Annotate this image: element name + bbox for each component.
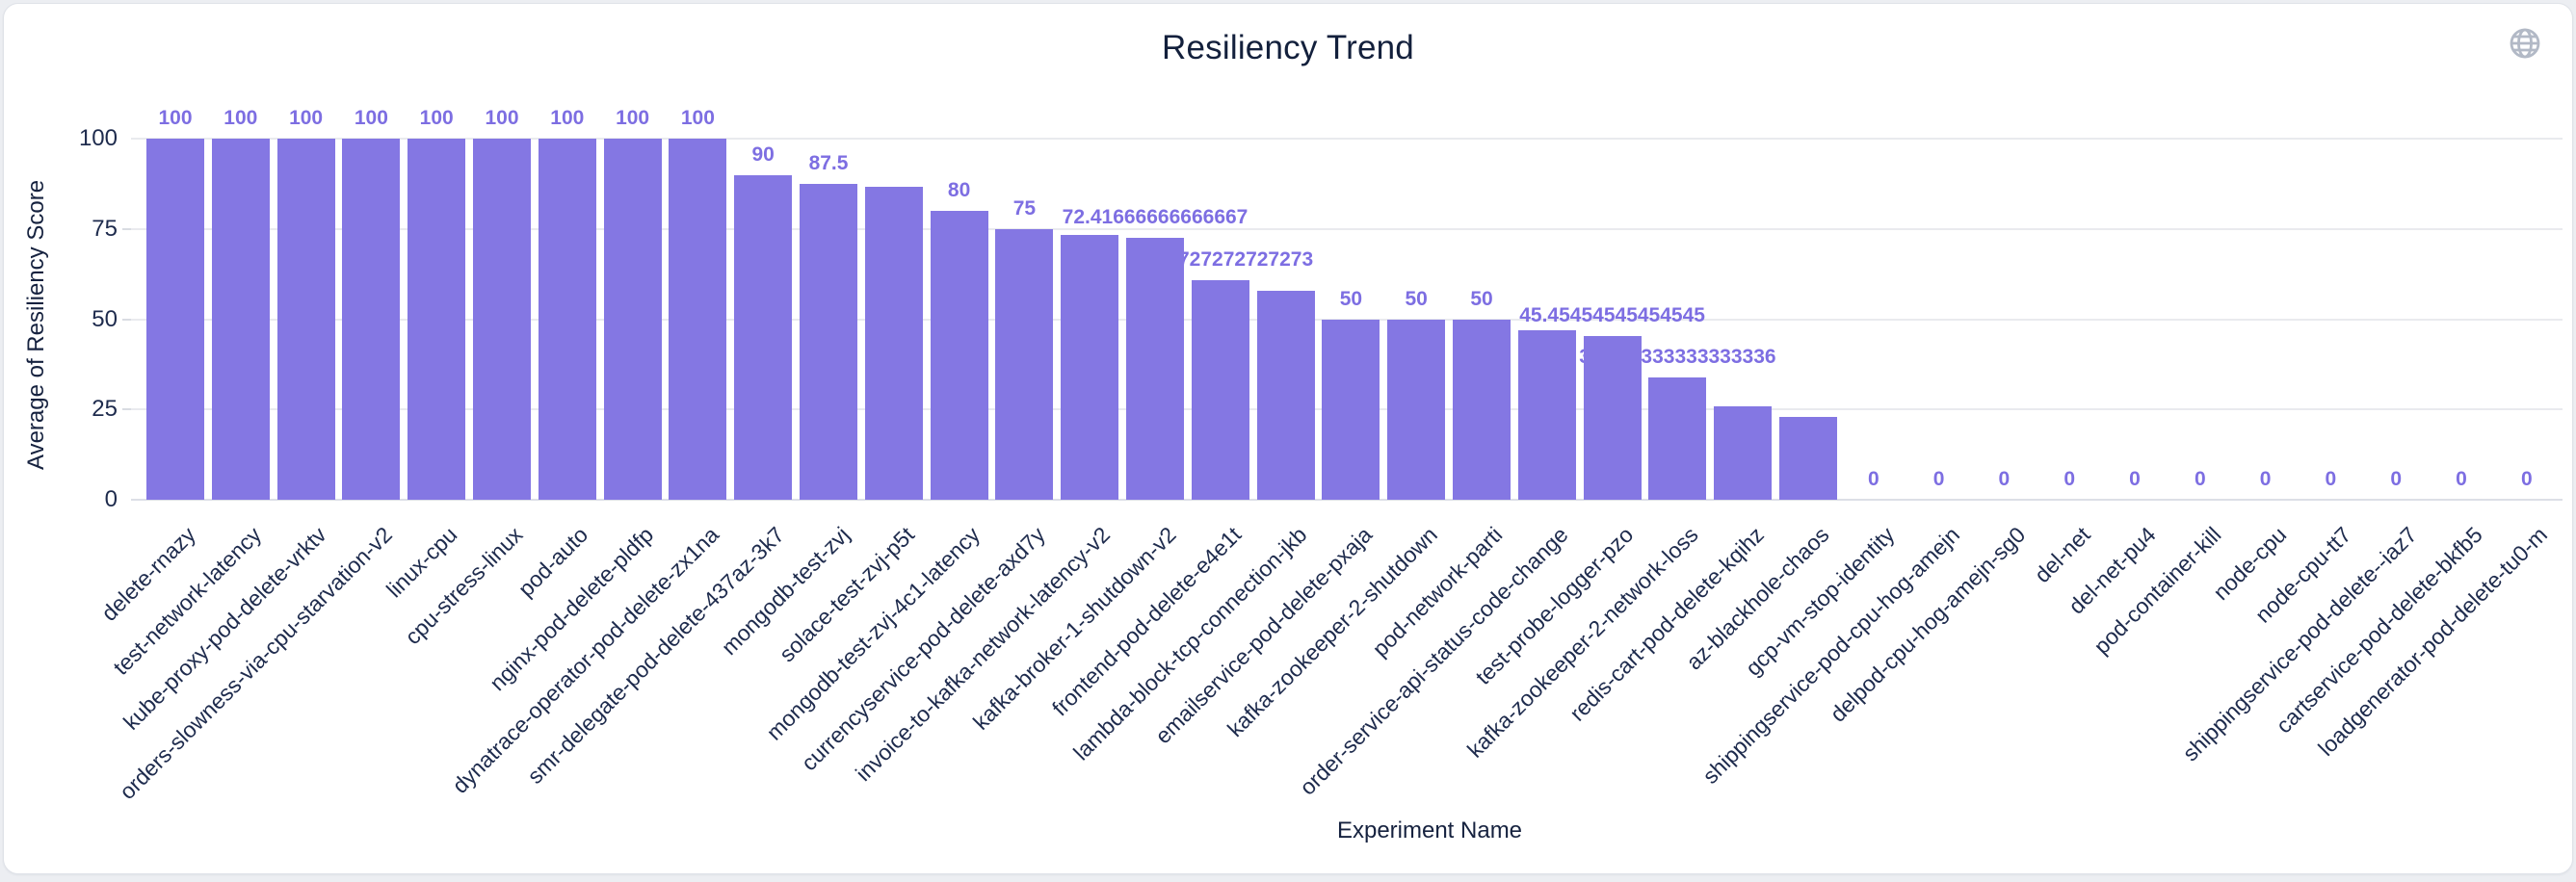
bar[interactable] — [146, 139, 204, 500]
bar[interactable] — [211, 139, 270, 500]
bar[interactable] — [1322, 319, 1380, 500]
bar-value-label: 90 — [751, 143, 775, 166]
y-axis-tick-mark — [122, 408, 131, 411]
bar[interactable] — [538, 139, 596, 500]
gridline — [131, 138, 2563, 140]
bar-value-label: 50 — [1405, 287, 1428, 310]
bar[interactable] — [1779, 416, 1837, 500]
x-tick-label: cpu-stress-linux — [400, 522, 528, 650]
bar-value-label: 100 — [289, 107, 324, 129]
bar[interactable] — [342, 139, 401, 500]
bar-value-label: 0 — [2325, 468, 2337, 490]
bar[interactable] — [1453, 319, 1511, 500]
x-tick-label: lambda-block-tcp-connection-jkb — [1067, 522, 1311, 765]
bar[interactable] — [734, 174, 793, 500]
bar-value-label: 87.5 — [808, 151, 849, 174]
bar[interactable] — [1583, 335, 1642, 500]
x-tick-label: shippingservice-pod-delete--iaz7 — [2177, 522, 2422, 766]
bar[interactable] — [1387, 319, 1446, 500]
bar[interactable] — [1061, 235, 1119, 500]
bar[interactable] — [1648, 377, 1707, 500]
y-tick-label: 0 — [104, 486, 118, 512]
x-axis-title: Experiment Name — [1336, 817, 1523, 843]
bar-value-label: 0 — [2194, 468, 2206, 490]
bar-value-label: 50 — [1470, 287, 1493, 310]
bar[interactable] — [473, 139, 531, 500]
y-axis-tick-mark — [122, 227, 131, 230]
bar[interactable] — [276, 139, 335, 500]
y-tick-label: 25 — [92, 396, 118, 423]
bar[interactable] — [1517, 329, 1576, 500]
bar-value-label: 50 — [1339, 287, 1363, 310]
bar-value-label: 0 — [1932, 468, 1945, 490]
bar[interactable] — [1126, 238, 1184, 500]
bar[interactable] — [669, 139, 727, 500]
gridline — [131, 227, 2563, 230]
y-axis-tick-mark — [122, 318, 131, 321]
bar-value-label: 0 — [2259, 468, 2272, 490]
bar[interactable] — [864, 186, 923, 500]
bar-value-label: 45.45454545454545 — [1519, 303, 1705, 326]
y-tick-label: 75 — [92, 215, 118, 242]
x-tick-label: currencyservice-pod-delete-axd7y — [796, 522, 1050, 776]
bar[interactable] — [407, 139, 466, 500]
bar-value-label: 80 — [947, 179, 971, 201]
bar-value-label: 0 — [1998, 468, 2011, 490]
bar-value-label: 100 — [158, 107, 193, 129]
bar[interactable] — [1256, 290, 1315, 500]
bar-value-label: 100 — [550, 107, 585, 129]
bar[interactable] — [800, 183, 857, 500]
bar-value-label: 100 — [419, 107, 454, 129]
bar-value-label: 0 — [2520, 468, 2533, 490]
globe-icon[interactable] — [2507, 25, 2543, 62]
bar-value-label: 0 — [1867, 468, 1879, 490]
x-tick-label: del-net — [2029, 522, 2095, 588]
bar-value-label: 0 — [2390, 468, 2403, 490]
bar-value-label: 0 — [2456, 468, 2467, 490]
bar-value-label: 0 — [2063, 468, 2076, 490]
chart-card: Resiliency Trend Average of Resiliency S… — [3, 3, 2573, 874]
bar-value-label: 100 — [680, 107, 715, 129]
bar-value-label: 72.41666666666667 — [1062, 206, 1249, 229]
y-tick-label: 100 — [78, 125, 118, 151]
bar-value-label: 100 — [223, 107, 258, 129]
bar-value-label: 100 — [354, 107, 388, 129]
bar[interactable] — [1191, 280, 1249, 500]
bar-value-label: 75 — [1012, 196, 1037, 220]
bar-value-label: 100 — [485, 107, 519, 129]
gridline — [131, 499, 2563, 501]
bar[interactable] — [930, 211, 988, 500]
chart-title: Resiliency Trend — [1162, 29, 1414, 66]
bar-chart-plot-area: 0 25 50 75 100 100 100 100 100 100 100 100 100 100 90 8… — [4, 4, 2572, 873]
bar-value-label: 0 — [2129, 468, 2141, 490]
bar[interactable] — [603, 139, 662, 500]
bar[interactable] — [1714, 405, 1773, 500]
bar-value-label: 100 — [616, 107, 650, 129]
bar[interactable] — [995, 228, 1054, 500]
y-tick-label: 50 — [92, 305, 118, 332]
